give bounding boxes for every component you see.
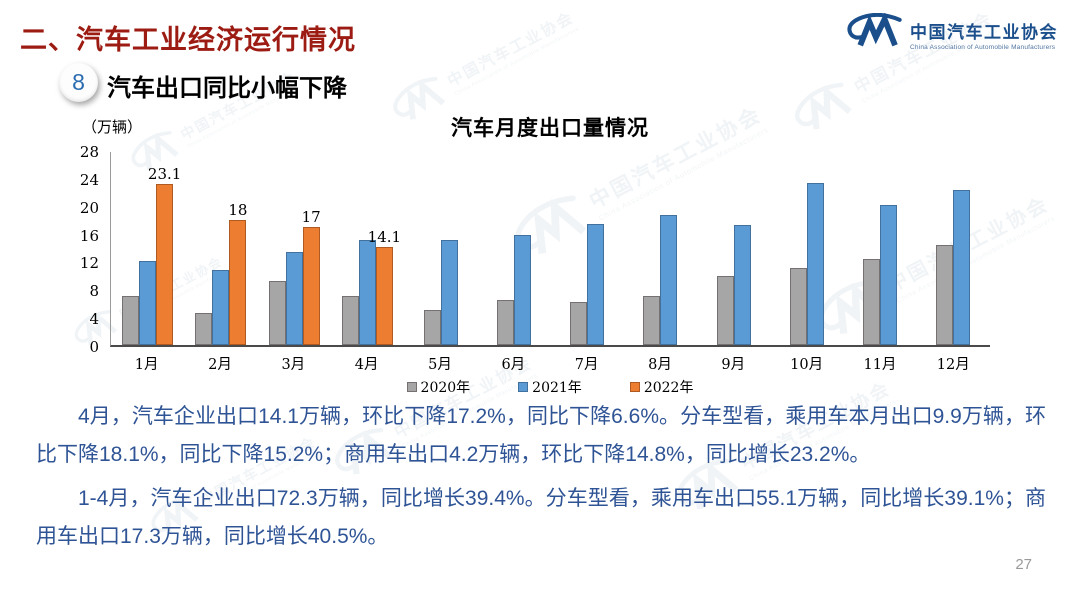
bar-group-7月	[551, 152, 624, 345]
bar-2022年-4月: 14.1	[368, 228, 401, 345]
bar-group-10月	[770, 152, 843, 345]
x-label-12月: 12月	[936, 357, 970, 373]
logo-name-en: China Association of Automobile Manufact…	[910, 44, 1056, 51]
bar-2020年-10月	[789, 268, 807, 345]
y-tick-24: 24	[79, 170, 99, 189]
x-label-1月: 1月	[134, 357, 159, 373]
bar-2020年-8月	[643, 296, 661, 345]
y-tick-28: 28	[79, 143, 99, 161]
logo-name-cn: 中国汽车工业协会	[910, 23, 1058, 42]
bar-2021年-12月	[953, 189, 971, 345]
y-tick-0: 0	[89, 338, 99, 356]
bar-group-3月: 17	[258, 152, 331, 345]
y-tick-8: 8	[89, 282, 99, 301]
bar-group-6月	[477, 152, 550, 345]
slide-number-badge: 8	[59, 63, 98, 102]
x-label-10月: 10月	[790, 357, 824, 373]
bar-2022年-2月: 18	[228, 201, 247, 345]
bar-2021年-1月	[139, 261, 157, 345]
data-label-4月: 14.1	[367, 227, 402, 246]
bar-2021年-11月	[880, 205, 898, 345]
x-label-9月: 9月	[721, 357, 746, 373]
bar-2021年-10月	[806, 183, 824, 345]
legend-swatch-2022年	[629, 382, 640, 392]
data-label-3月: 17	[301, 207, 321, 226]
bar-2020年-11月	[863, 259, 881, 345]
bar-2020年-3月	[268, 280, 286, 345]
slide-subtitle: 汽车出口同比小幅下降	[107, 75, 347, 102]
bar-2021年-8月	[660, 214, 678, 345]
paragraph-april: 4月，汽车企业出口14.1万辆，环比下降17.2%，同比下降6.6%。分车型看，…	[36, 405, 1046, 466]
y-tick-12: 12	[79, 254, 99, 273]
bar-group-12月	[917, 152, 990, 345]
x-label-11月: 11月	[863, 357, 897, 373]
x-label-3月: 3月	[281, 357, 306, 373]
y-tick-20: 20	[79, 198, 99, 217]
bar-2021年-2月	[212, 270, 230, 345]
x-label-6月: 6月	[501, 357, 526, 373]
bar-2020年-4月	[341, 295, 359, 345]
bar-group-2月: 18	[184, 152, 257, 345]
bar-group-4月: 14.1	[331, 152, 404, 345]
bar-2022年-3月: 17	[302, 208, 321, 345]
page-number: 27	[1015, 556, 1032, 573]
y-axis-unit-label: （万辆）	[82, 118, 143, 136]
badge-number: 8	[72, 69, 85, 95]
bar-2021年-6月	[513, 234, 531, 345]
body-text: 4月，汽车企业出口14.1万辆，环比下降17.2%，同比下降6.6%。分车型看，…	[36, 398, 1046, 556]
legend-label-2020年: 2020年	[420, 380, 471, 396]
legend-swatch-2021年	[518, 382, 529, 392]
bar-2020年-12月	[936, 244, 954, 345]
x-label-4月: 4月	[354, 357, 379, 373]
legend-item-2022年: 2022年	[629, 377, 694, 397]
y-tick-16: 16	[79, 226, 99, 245]
bar-2021年-7月	[587, 223, 605, 345]
bar-group-5月	[404, 152, 477, 345]
data-label-2月: 18	[228, 200, 248, 219]
data-label-1月: 23.1	[147, 165, 182, 184]
paragraph-jan-april: 1-4月，汽车企业出口72.3万辆，同比增长39.4%。分车型看，乘用车出口55…	[36, 487, 1046, 548]
bar-2022年-1月: 23.1	[148, 165, 181, 345]
bar-2021年-9月	[733, 224, 751, 345]
legend-label-2022年: 2022年	[643, 380, 694, 396]
x-label-5月: 5月	[428, 357, 452, 373]
bar-2020年-6月	[496, 300, 514, 345]
bar-group-11月	[844, 152, 917, 345]
legend-label-2021年: 2021年	[532, 380, 582, 396]
bar-2020年-1月	[122, 296, 140, 345]
bar-2020年-2月	[195, 312, 213, 345]
bar-2020年-5月	[423, 310, 441, 345]
legend-swatch-2020年	[406, 382, 417, 392]
legend-item-2021年: 2021年	[518, 377, 582, 397]
bar-2021年-3月	[285, 252, 303, 345]
bar-2021年-5月	[440, 239, 458, 345]
y-tick-4: 4	[89, 310, 99, 329]
export-bar-chart: （万辆） 汽车月度出口量情况 23.1 18 17 14.1 1月 2月 3月 4月 5月 6月…	[0, 100, 1000, 400]
caam-logo: 中国汽车工业协会 China Association of Automobile…	[844, 12, 1058, 56]
legend-item-2020年: 2020年	[406, 377, 471, 397]
bar-2020年-7月	[570, 301, 588, 345]
chart-legend: 2020年 2021年 2022年	[110, 377, 990, 397]
bar-2021年-4月	[358, 239, 376, 345]
x-label-8月: 8月	[648, 357, 672, 373]
bar-group-9月	[697, 152, 770, 345]
x-axis-labels: 1月 2月 3月 4月 5月 6月 7月 8月 9月 10月 11月 12月	[110, 353, 990, 374]
bar-group-8月	[624, 152, 697, 345]
bar-2020年-9月	[716, 276, 734, 345]
plot-area: 23.1 18 17 14.1	[110, 152, 990, 347]
chart-title: 汽车月度出口量情况	[451, 117, 649, 140]
x-label-7月: 7月	[574, 357, 599, 373]
caam-logo-icon	[844, 12, 902, 56]
x-label-2月: 2月	[208, 357, 232, 373]
bar-group-1月: 23.1	[111, 152, 184, 345]
section-title: 二、汽车工业经济运行情况	[20, 25, 356, 55]
